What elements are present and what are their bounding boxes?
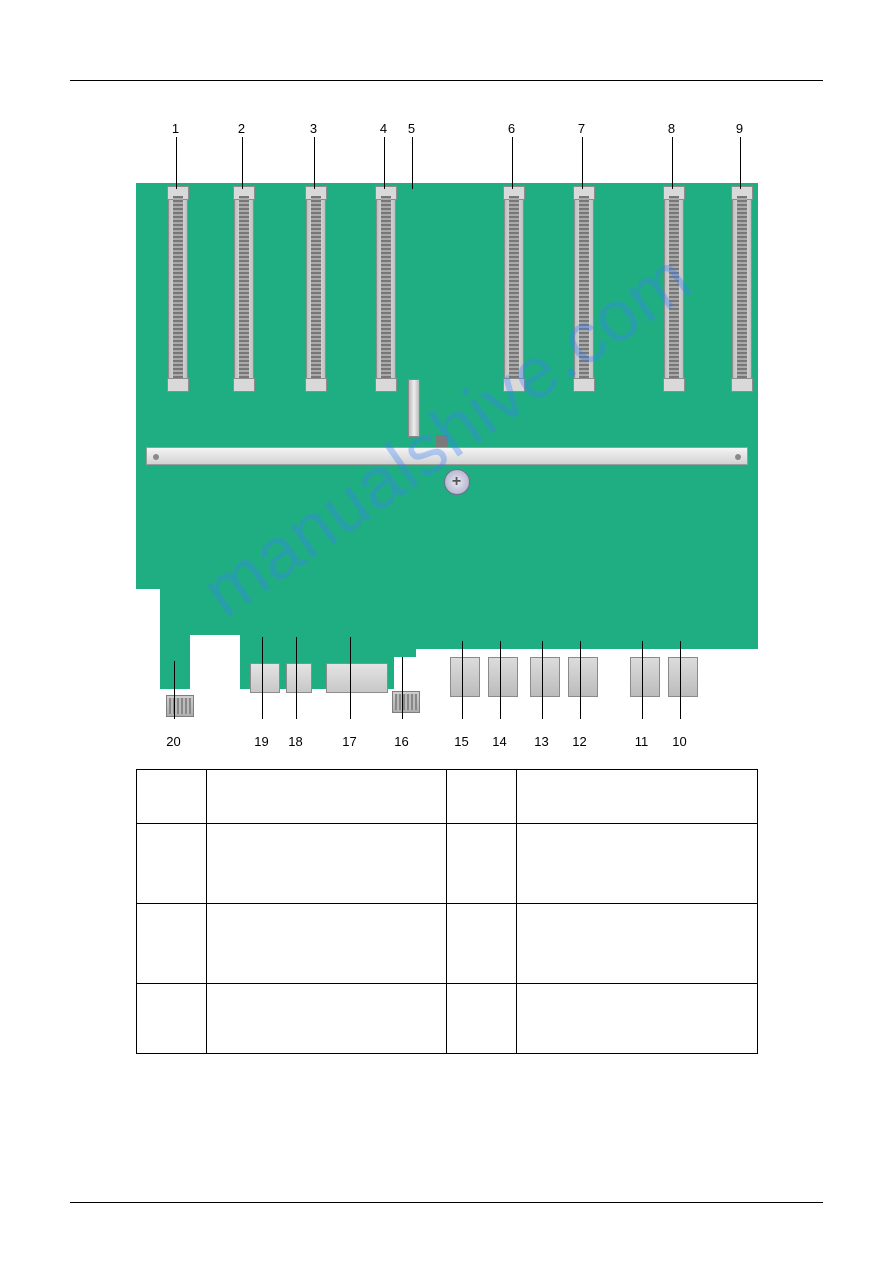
table-cell [136,904,206,984]
pcie-slot [234,191,254,387]
callout-line [642,641,643,719]
top-rule [70,80,823,81]
callout-line [542,641,543,719]
table-cell [446,904,516,984]
table-cell [206,984,446,1054]
callout-line [412,137,413,189]
callout-line [176,137,177,189]
callout-line [296,637,297,719]
callout-number: 4 [374,121,394,136]
callout-line [314,137,315,189]
table-cell [136,770,206,824]
callout-line [500,641,501,719]
table-cell [136,984,206,1054]
callout-number: 3 [304,121,324,136]
edge-connector [250,663,280,693]
callout-line [680,641,681,719]
callout-number: 8 [662,121,682,136]
rail-hole [735,454,741,460]
callout-number: 19 [250,734,274,749]
pcb-notch [136,589,160,689]
cable-connector [488,657,518,697]
callout-number: 15 [450,734,474,749]
table-cell [446,824,516,904]
callout-line [462,641,463,719]
callout-line [402,657,403,719]
table-row [136,904,757,984]
callout-number: 11 [630,734,654,749]
table-row [136,770,757,824]
table-cell [516,904,757,984]
pcie-slot [574,191,594,387]
edge-connector [326,663,388,693]
callout-line [512,137,513,189]
pcie-slot [168,191,188,387]
pcb-notch [190,635,240,689]
callout-line [174,661,175,719]
page: manualshive.com + 123456789 201918171615… [0,0,893,1263]
callout-line [582,137,583,189]
cable-connector [668,657,698,697]
cable-connector [630,657,660,697]
callout-number: 17 [338,734,362,749]
table-cell [206,824,446,904]
pcie-slot [376,191,396,387]
pcie-slot [306,191,326,387]
chip [392,691,420,713]
callout-number: 20 [162,734,186,749]
cable-connector [530,657,560,697]
callout-line [350,637,351,719]
cable-connector [568,657,598,697]
table-cell [516,824,757,904]
table-cell [136,824,206,904]
chip [166,695,194,717]
table-cell [446,770,516,824]
callout-number: 13 [530,734,554,749]
pcie-slot [664,191,684,387]
callout-number: 14 [488,734,512,749]
callout-number: 16 [390,734,414,749]
edge-connector [286,663,312,693]
table-cell [446,984,516,1054]
pcie-slot [504,191,524,387]
callout-line [262,637,263,719]
table-cell [516,984,757,1054]
callout-number: 7 [572,121,592,136]
table-row [136,824,757,904]
support-rail [146,447,748,465]
rail-tab [436,435,448,447]
callout-line [740,137,741,189]
table-row [136,984,757,1054]
cable-connector [450,657,480,697]
table-cell [206,770,446,824]
callout-line [384,137,385,189]
callout-number: 18 [284,734,308,749]
small-connector [408,379,420,437]
pcb-notch [394,657,416,689]
callout-number: 5 [402,121,422,136]
callout-number: 10 [668,734,692,749]
callout-line [242,137,243,189]
table-cell [516,770,757,824]
pcie-slot [732,191,752,387]
callout-number: 9 [730,121,750,136]
callout-number: 12 [568,734,592,749]
diagram-area: manualshive.com + 123456789 201918171615… [136,121,758,749]
bottom-rule [70,1202,823,1203]
callout-line [580,641,581,719]
table-cell [206,904,446,984]
center-screw-icon: + [444,469,470,495]
rail-hole [153,454,159,460]
callout-number: 6 [502,121,522,136]
spec-table [136,769,758,1054]
callout-number: 2 [232,121,252,136]
callout-line [672,137,673,189]
callout-number: 1 [166,121,186,136]
